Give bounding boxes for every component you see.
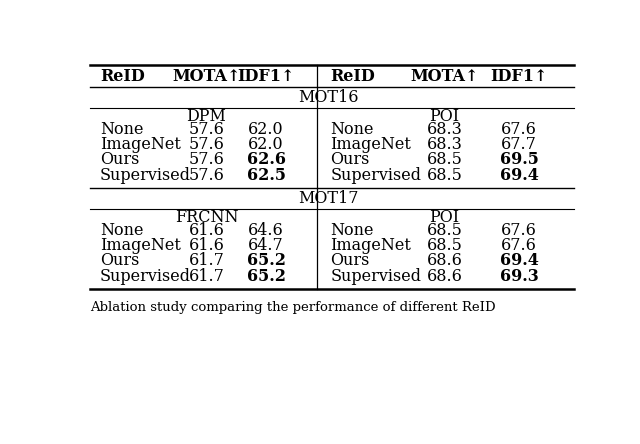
Text: 62.6: 62.6 — [246, 151, 285, 168]
Text: 69.3: 69.3 — [500, 268, 538, 285]
Text: 68.5: 68.5 — [427, 222, 463, 238]
Text: 68.3: 68.3 — [427, 136, 463, 153]
Text: ImageNet: ImageNet — [100, 136, 180, 153]
Text: MOT16: MOT16 — [298, 89, 358, 106]
Text: FRCNN: FRCNN — [175, 209, 238, 226]
Text: 65.2: 65.2 — [246, 268, 285, 285]
Text: 67.6: 67.6 — [501, 121, 537, 138]
Text: Supervised: Supervised — [100, 167, 191, 184]
Text: DPM: DPM — [186, 108, 227, 125]
Text: Ablation study comparing the performance of different ReID: Ablation study comparing the performance… — [90, 301, 495, 314]
Text: 69.4: 69.4 — [500, 167, 538, 184]
Text: IDF1↑: IDF1↑ — [490, 68, 548, 85]
Text: ReID: ReID — [100, 68, 145, 85]
Text: 69.4: 69.4 — [500, 252, 538, 270]
Text: Ours: Ours — [100, 151, 140, 168]
Text: 64.6: 64.6 — [248, 222, 284, 238]
Text: ImageNet: ImageNet — [330, 237, 412, 254]
Text: Ours: Ours — [330, 252, 370, 270]
Text: 67.7: 67.7 — [501, 136, 537, 153]
Text: MOT17: MOT17 — [298, 190, 358, 207]
Text: 68.5: 68.5 — [427, 151, 463, 168]
Text: Ours: Ours — [100, 252, 140, 270]
Text: 68.6: 68.6 — [427, 268, 463, 285]
Text: 68.3: 68.3 — [427, 121, 463, 138]
Text: 67.6: 67.6 — [501, 237, 537, 254]
Text: 65.2: 65.2 — [246, 252, 285, 270]
Text: 61.7: 61.7 — [189, 252, 225, 270]
Text: IDF1↑: IDF1↑ — [237, 68, 294, 85]
Text: Ours: Ours — [330, 151, 370, 168]
Text: 67.6: 67.6 — [501, 222, 537, 238]
Text: 57.6: 57.6 — [189, 151, 225, 168]
Text: 61.6: 61.6 — [189, 222, 225, 238]
Text: None: None — [330, 222, 374, 238]
Text: Supervised: Supervised — [100, 268, 191, 285]
Text: MOTA↑: MOTA↑ — [172, 68, 241, 85]
Text: 57.6: 57.6 — [189, 167, 225, 184]
Text: POI: POI — [429, 209, 460, 226]
Text: 68.5: 68.5 — [427, 167, 463, 184]
Text: ImageNet: ImageNet — [100, 237, 180, 254]
Text: None: None — [100, 222, 143, 238]
Text: Supervised: Supervised — [330, 268, 422, 285]
Text: Supervised: Supervised — [330, 167, 422, 184]
Text: None: None — [100, 121, 143, 138]
Text: 64.7: 64.7 — [248, 237, 284, 254]
Text: 62.5: 62.5 — [246, 167, 285, 184]
Text: None: None — [330, 121, 374, 138]
Text: POI: POI — [429, 108, 460, 125]
Text: 69.5: 69.5 — [500, 151, 538, 168]
Text: 61.7: 61.7 — [189, 268, 225, 285]
Text: 68.5: 68.5 — [427, 237, 463, 254]
Text: 68.6: 68.6 — [427, 252, 463, 270]
Text: 57.6: 57.6 — [189, 121, 225, 138]
Text: MOTA↑: MOTA↑ — [410, 68, 479, 85]
Text: ReID: ReID — [330, 68, 375, 85]
Text: ImageNet: ImageNet — [330, 136, 412, 153]
Text: 57.6: 57.6 — [189, 136, 225, 153]
Text: 62.0: 62.0 — [248, 121, 284, 138]
Text: 62.0: 62.0 — [248, 136, 284, 153]
Text: 61.6: 61.6 — [189, 237, 225, 254]
